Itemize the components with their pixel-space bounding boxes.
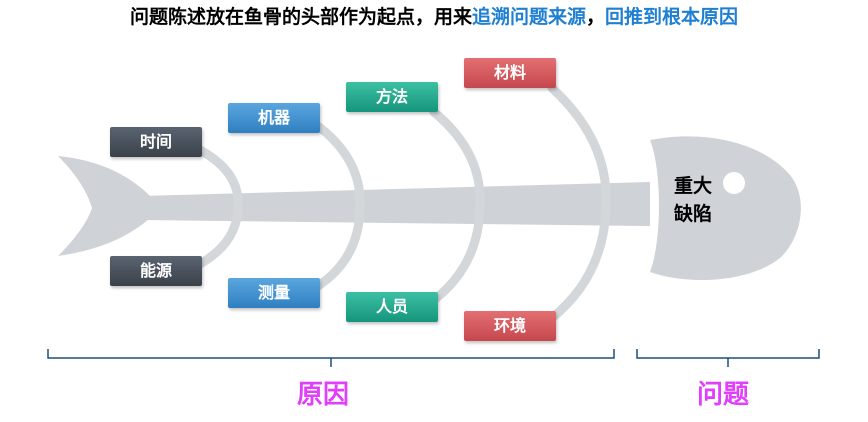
problem-statement: 重大 缺陷 bbox=[662, 172, 724, 228]
rib-material bbox=[547, 83, 611, 323]
problem-bracket bbox=[636, 349, 820, 367]
fish-head bbox=[650, 136, 801, 281]
fish-ribs bbox=[195, 83, 611, 323]
fish-tail bbox=[58, 156, 150, 256]
cause-label-machine: 机器 bbox=[228, 103, 320, 133]
cause-label-environment: 环境 bbox=[464, 311, 556, 341]
causes-section-label: 原因 bbox=[297, 380, 350, 410]
rib-method bbox=[429, 107, 485, 305]
headline: 问题陈述放在鱼骨的头部作为起点，用来追溯问题来源，回推到根本原因 bbox=[0, 2, 868, 29]
rib-machine bbox=[313, 121, 365, 291]
brackets bbox=[47, 349, 820, 367]
headline-comma: ， bbox=[586, 6, 606, 28]
rib-time bbox=[195, 145, 243, 269]
headline-highlight-trace: 追溯问题来源 bbox=[471, 6, 586, 28]
cause-label-people: 人员 bbox=[346, 292, 438, 322]
cause-label-method: 方法 bbox=[346, 82, 438, 112]
problem-section-label: 问题 bbox=[697, 380, 750, 410]
causes-bracket bbox=[47, 349, 615, 367]
fish-spine bbox=[140, 182, 650, 226]
cause-label-measurement: 测量 bbox=[228, 278, 320, 308]
cause-label-time: 时间 bbox=[110, 127, 202, 157]
headline-part1: 问题陈述放在鱼骨的头部作为起点，用来 bbox=[129, 6, 472, 28]
fish-eye bbox=[723, 172, 745, 194]
problem-statement-line2: 缺陷 bbox=[673, 203, 712, 225]
headline-highlight-root: 回推到根本原因 bbox=[605, 6, 739, 28]
cause-label-energy: 能源 bbox=[110, 256, 202, 286]
problem-statement-line1: 重大 bbox=[673, 175, 712, 197]
cause-label-material: 材料 bbox=[464, 58, 556, 88]
